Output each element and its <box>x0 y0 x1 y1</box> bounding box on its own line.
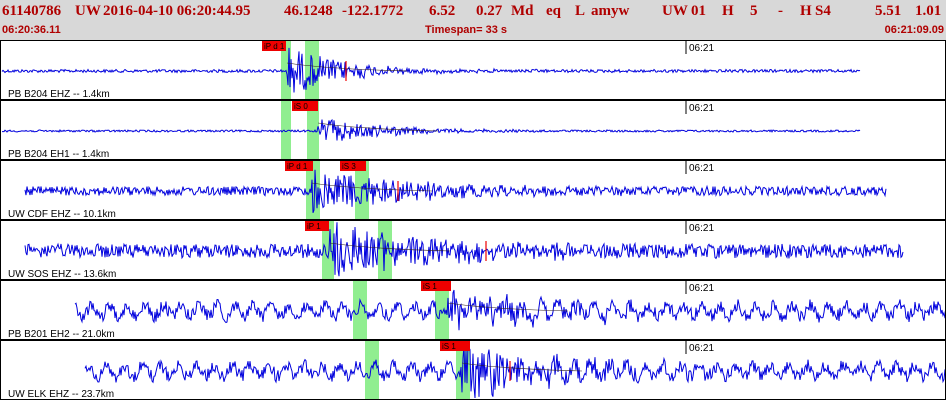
version: 01 <box>691 3 706 19</box>
event-summary-line: 61140786 UW 2016-04-10 06:20:44.95 46.12… <box>2 3 944 23</box>
pick-flag <box>340 161 366 171</box>
waveform <box>84 344 946 399</box>
pick-flag <box>421 281 451 291</box>
channel-label: UW ELK EHZ -- 23.7km <box>8 389 114 400</box>
coda-curve <box>311 182 433 192</box>
trace-panel: iS 0 06:21 PB B204 EH1 -- 1.4km <box>0 100 946 160</box>
channel-label: PB B204 EH1 -- 1.4km <box>8 149 109 160</box>
timespan: Timespan= 33 s <box>425 24 508 36</box>
p-pick-highlight <box>281 101 291 159</box>
p-pick-highlight <box>365 341 379 399</box>
event-type: eq <box>546 3 561 19</box>
phase-count: 5 <box>750 3 758 19</box>
location-type: L <box>575 3 586 19</box>
event-header: 61140786 UW 2016-04-10 06:20:44.95 46.12… <box>0 0 946 41</box>
magnitude-type: Md <box>511 3 534 19</box>
p-pick-highlight <box>353 281 367 339</box>
minute-label: 06:21 <box>689 103 714 114</box>
pick-flag <box>440 341 470 351</box>
trace-panel: iP d 1 iS 3 06:21 UW CDF EHZ -- 10.1km <box>0 160 946 220</box>
seismogram-panels[interactable]: iP d 1 06:21 PB B204 EHZ -- 1.4km iS 0 06:21… <box>0 40 946 400</box>
minute-label: 06:21 <box>689 223 714 234</box>
coda-curve <box>461 362 583 372</box>
time-range-line: 06:20:36.11 Timespan= 33 s 06:21:09.09 <box>0 24 946 38</box>
pick-label: iS 3 <box>342 162 356 171</box>
channel-label: PB B204 EHZ -- 1.4km <box>8 89 110 100</box>
source: UW <box>662 3 688 19</box>
trace-panel: iP d 1 06:21 PB B204 EHZ -- 1.4km <box>0 40 946 100</box>
network-code: UW <box>75 3 101 19</box>
pick-label: iP 1 <box>307 222 321 231</box>
pick-flag <box>292 101 318 111</box>
minute-label: 06:21 <box>689 43 714 54</box>
error: 1.01 <box>915 3 942 19</box>
channel-label: UW SOS EHZ -- 13.6km <box>8 269 116 280</box>
event-id: 61140786 <box>2 3 62 19</box>
waveform <box>24 169 887 213</box>
origin-datetime: 2016-04-10 06:20:44.95 <box>103 3 251 19</box>
end-time: 06:21:09.09 <box>884 24 944 36</box>
pick-label: iS 0 <box>294 102 308 111</box>
coda-curve <box>286 62 408 72</box>
p-pick-highlight <box>322 221 334 279</box>
s-pick-highlight <box>307 101 319 159</box>
start-time: 06:20:36.11 <box>2 24 61 36</box>
pick-label: iS 1 <box>442 342 456 351</box>
coda-curve <box>447 302 569 312</box>
waveform <box>74 289 946 331</box>
coda-curve <box>329 242 451 252</box>
waveform <box>24 222 904 277</box>
channel-label: PB B201 EH2 -- 21.0km <box>8 329 115 340</box>
magnitude: 0.27 <box>476 3 503 19</box>
latitude: 46.1248 <box>284 3 333 19</box>
pick-flag <box>262 41 286 51</box>
analyst: amyw <box>591 3 630 19</box>
minute-label: 06:21 <box>689 163 714 174</box>
waveform <box>1 47 861 93</box>
minute-label: 06:21 <box>689 283 714 294</box>
depth: 6.52 <box>429 3 456 19</box>
quality: H <box>722 3 734 19</box>
trace-panel: iS 1 06:21 PB B201 EH2 -- 21.0km <box>0 280 946 340</box>
pick-label: iP d 1 <box>287 162 308 171</box>
trace-panel: iS 1 06:21 UW ELK EHZ -- 23.7km <box>0 340 946 400</box>
pick-flag <box>285 161 313 171</box>
separator: - <box>778 3 783 19</box>
pick-label: iS 1 <box>423 282 437 291</box>
panel-border <box>0 40 946 100</box>
channel-label: UW CDF EHZ -- 10.1km <box>8 209 116 220</box>
waveform <box>2 118 861 141</box>
s-pick-highlight <box>435 281 449 339</box>
pick-label: iP d 1 <box>264 42 285 51</box>
station-code: S4 <box>815 3 831 19</box>
minute-label: 06:21 <box>689 343 714 354</box>
coda-curve <box>317 122 439 132</box>
review-flag: H <box>800 3 812 19</box>
trace-panel: iP 1 06:21 UW SOS EHZ -- 13.6km <box>0 220 946 280</box>
longitude: -122.1772 <box>342 3 404 19</box>
rms: 5.51 <box>875 3 902 19</box>
pick-flag <box>305 221 329 231</box>
